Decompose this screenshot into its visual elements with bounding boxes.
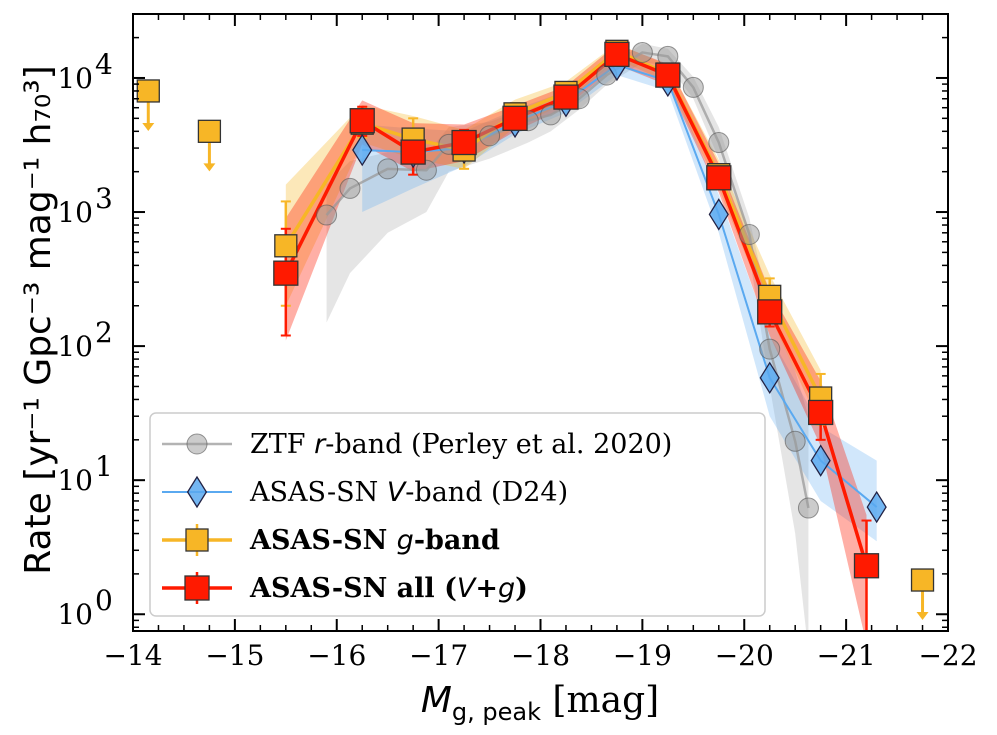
legend-label-part: g [397,525,414,556]
y-tick-label: 10 [57,464,93,497]
legend: ZTF r-band (Perley et al. 2020) ASAS-SN V… [149,412,766,617]
x-tick-label: −21 [817,639,876,672]
legend-label-part: V [457,573,478,604]
asas-sn-v-band-d24-point [708,198,729,231]
asas-sn-g-band-legend-marker [185,528,209,552]
x-tick-label: −22 [918,639,977,672]
y-axis-label: Rate [yr⁻¹ Gpc⁻³ mag⁻¹ h₇₀³] [18,65,59,574]
ztf-r-band-perley-et-al-2020-point [540,104,562,126]
asas-sn-all-v-g-point [757,299,783,325]
legend-label-part: r [314,429,327,460]
x-tick-label: −18 [511,639,570,672]
legend-label-part: V [387,477,408,508]
y-tick-exponent: 3 [95,182,113,215]
asas-sn-v-band-d24-point [759,361,780,395]
ztf-r-band-perley-et-al-2020-point [784,430,806,452]
y-tick-exponent: 2 [95,316,113,349]
asas-sn-v-band-d24-point [810,444,831,477]
y-tick-exponent: 4 [95,48,113,81]
asas-sn-v-band-d24-point [352,133,373,167]
y-tick-exponent: 1 [95,450,113,483]
legend-label-part: -band (Perley et al. 2020) [325,429,672,460]
asas-sn-g-band-upper-limit [136,79,160,103]
y-tick-label: 10 [57,598,93,631]
asas-sn-g-band-legend-label: ASAS-SN g-band [249,525,500,556]
x-axis-label: Mg, peak [mag] [421,680,659,726]
y-tick-label: 10 [57,196,93,229]
ztf-r-band-perley-et-al-2020-point [479,125,501,147]
asas-sn-all-v-g-point [655,62,681,88]
asas-sn-all-v-g-point [349,108,375,134]
ztf-r-band-perley-et-al-2020-point [682,76,704,98]
ztf-r-band-perley-et-al-2020-point [631,41,653,63]
legend-label-part: ) [515,573,528,604]
asas-sn-all-v-g-point [502,105,528,131]
x-axis-label-main: M [421,680,452,721]
x-axis-label-subscript: g, peak [452,698,541,726]
x-tick-label: −14 [103,639,162,672]
y-tick-exponent: 0 [95,584,113,617]
legend-label-part: g [498,573,515,604]
series-markers [136,39,935,621]
asas-sn-all-v-g-point [400,139,426,165]
asas-sn-all-v-g-point [273,260,299,286]
x-tick-label: −16 [307,639,366,672]
ztf-r-band-perley-et-al-2020-point [339,177,361,199]
asas-sn-v-band-d24-legend-marker [186,475,208,509]
ztf-r-band-perley-et-al-2020-point [708,132,730,154]
legend-label-part: ASAS-SN all ( [249,573,457,604]
ztf-r-band-perley-et-al-2020-legend-marker [186,433,208,455]
upper-limit-arrow-head [916,612,929,621]
asas-sn-v-band-d24-band [362,56,877,542]
legend-label-part: ASAS-SN [249,477,387,508]
asas-sn-all-v-g-legend-marker [184,575,210,601]
ztf-r-band-perley-et-al-2020-point [797,497,819,519]
asas-sn-all-v-g-point [604,41,630,68]
ztf-r-band-perley-et-al-2020-legend-label: ZTF r-band (Perley et al. 2020) [250,429,672,460]
x-tick-label: −20 [715,639,774,672]
upper-limit-arrow-head [142,122,155,131]
asas-sn-v-band-d24-legend-label: ASAS-SN V-band (D24) [249,477,568,508]
legend-label-part: -band (D24) [405,477,568,508]
asas-sn-all-v-g-point [706,165,732,191]
legend-box [149,412,766,617]
x-tick-label: −19 [613,639,672,672]
asas-sn-v-band-d24-point [866,490,887,524]
asas-sn-g-band-point [274,234,298,258]
ztf-r-band-perley-et-al-2020-point [759,338,781,360]
asas-sn-g-band-upper-limit [197,119,222,143]
legend-label-part: + [475,573,498,604]
legend-label-part: ASAS-SN [249,525,397,556]
legend-label-part: -band [414,525,500,556]
ztf-r-band-perley-et-al-2020-point [415,159,437,181]
x-tick-label: −15 [205,639,264,672]
x-tick-label: −17 [409,639,468,672]
asas-sn-all-v-g-point [451,129,477,156]
asas-sn-all-v-g-point [853,553,880,579]
asas-sn-all-v-g-point [553,84,579,110]
asas-sn-all-v-g-band [285,44,867,631]
legend-label-part: ZTF [250,429,314,460]
asas-sn-g-band-upper-limit [910,568,935,592]
ztf-r-band-perley-et-al-2020-point [377,158,399,180]
y-tick-label: 10 [57,330,93,363]
y-tick-label: 10 [57,62,93,95]
ztf-r-band-perley-et-al-2020-point [738,223,760,245]
upper-limit-arrow-head [203,163,216,172]
x-axis-label-unit: [mag] [541,680,659,721]
asas-sn-all-v-g-legend-label: ASAS-SN all (V+g) [249,573,528,604]
ztf-r-band-perley-et-al-2020-point [316,204,338,226]
asas-sn-all-v-g-point [808,399,834,426]
